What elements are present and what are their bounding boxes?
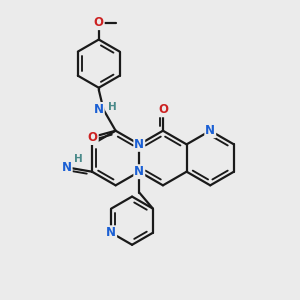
Text: N: N [106,226,116,239]
Text: N: N [134,165,144,178]
Text: N: N [134,138,144,151]
Text: O: O [158,103,168,116]
Text: H: H [74,154,83,164]
Text: N: N [62,161,72,174]
Text: O: O [88,131,98,144]
Text: H: H [108,102,117,112]
Text: O: O [94,16,104,29]
Text: N: N [205,124,215,137]
Text: N: N [94,103,104,116]
